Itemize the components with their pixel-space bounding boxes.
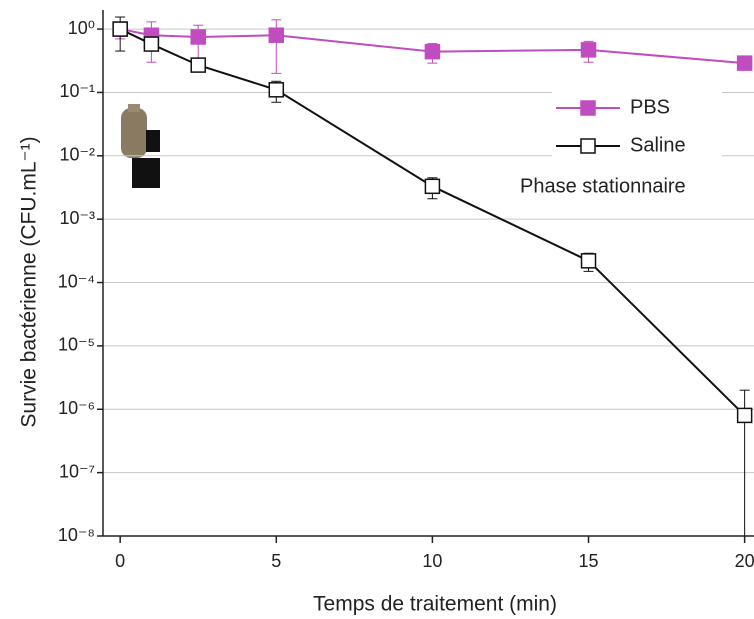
marker	[190, 57, 206, 73]
marker	[190, 29, 206, 45]
marker	[268, 82, 285, 98]
y-tick-label: 10⁻¹	[59, 81, 95, 101]
marker	[424, 178, 441, 195]
y-tick-label: 10⁻⁵	[58, 335, 95, 355]
legend-label: PBS	[630, 96, 670, 118]
x-axis-title: Temps de traitement (min)	[313, 593, 557, 616]
legend-label: Saline	[630, 134, 686, 156]
x-tick-label: 5	[271, 551, 281, 571]
x-tick-label: 0	[115, 551, 125, 571]
vial-icon	[121, 104, 160, 188]
series-line	[119, 28, 746, 417]
annotation-bg	[514, 172, 754, 200]
marker	[580, 42, 597, 58]
marker	[736, 407, 753, 424]
legend-marker	[580, 138, 596, 154]
y-tick-label: 10⁰	[68, 18, 95, 38]
y-tick-label: 10⁻³	[59, 208, 95, 228]
y-axis-title: Survie bactérienne (CFU.mL⁻¹)	[18, 136, 41, 427]
x-tick-label: 10	[422, 551, 442, 571]
y-tick-label: 10⁻⁷	[59, 461, 95, 481]
y-tick-label: 10⁻⁸	[58, 525, 95, 545]
marker	[580, 253, 597, 269]
legend-marker	[580, 100, 596, 116]
marker	[143, 36, 160, 52]
x-tick-label: 15	[579, 551, 599, 571]
marker	[268, 27, 285, 43]
x-tick-label: 20	[735, 551, 754, 571]
y-tick-label: 10⁻²	[59, 145, 95, 165]
marker	[736, 55, 753, 71]
marker	[112, 21, 128, 37]
y-tick-label: 10⁻⁶	[58, 398, 95, 418]
y-tick-label: 10⁻⁴	[58, 271, 95, 291]
marker	[424, 43, 441, 60]
annotation: Phase stationnaire	[520, 175, 686, 197]
